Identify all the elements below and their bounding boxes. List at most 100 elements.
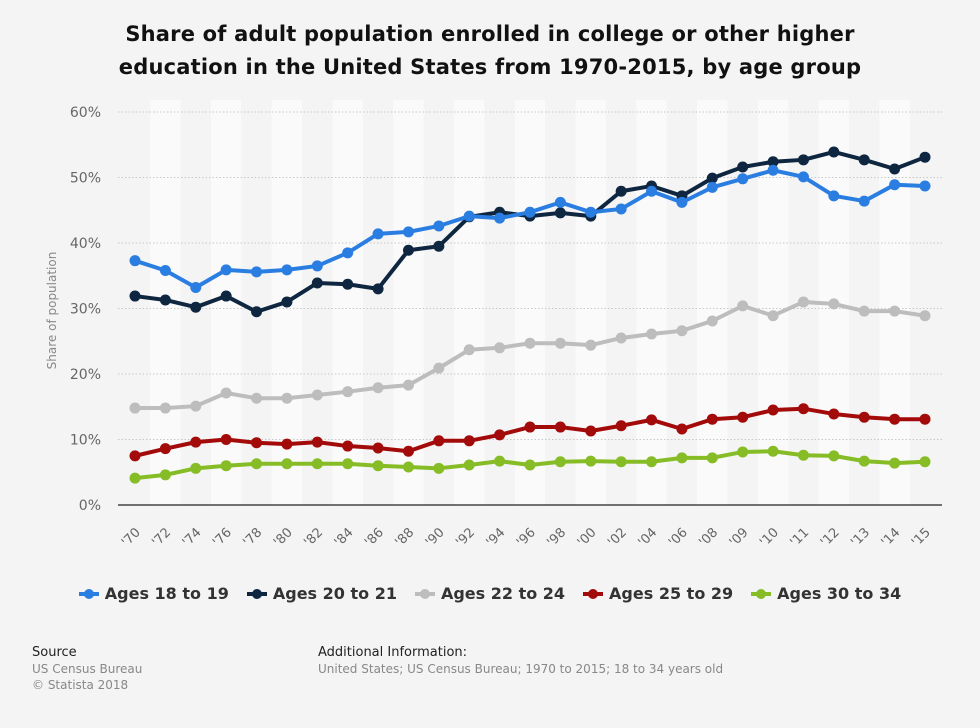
data-point[interactable] [797, 171, 809, 183]
data-point[interactable] [281, 392, 293, 404]
data-point[interactable] [706, 413, 718, 425]
data-point[interactable] [737, 446, 749, 458]
data-point[interactable] [342, 458, 354, 470]
data-point[interactable] [767, 310, 779, 322]
source-line[interactable]: US Census Bureau [32, 662, 143, 676]
legend-item[interactable]: Ages 30 to 34 [751, 584, 901, 603]
data-point[interactable] [615, 456, 627, 468]
data-point[interactable] [706, 181, 718, 193]
data-point[interactable] [281, 438, 293, 450]
data-point[interactable] [706, 315, 718, 327]
data-point[interactable] [615, 420, 627, 432]
data-point[interactable] [828, 408, 840, 420]
data-point[interactable] [554, 196, 566, 208]
data-point[interactable] [706, 172, 718, 184]
data-point[interactable] [129, 402, 141, 414]
data-point[interactable] [342, 386, 354, 398]
data-point[interactable] [646, 456, 658, 468]
data-point[interactable] [524, 421, 536, 433]
data-point[interactable] [615, 203, 627, 215]
data-point[interactable] [190, 400, 202, 412]
data-point[interactable] [554, 421, 566, 433]
data-point[interactable] [524, 206, 536, 218]
data-point[interactable] [402, 226, 414, 238]
data-point[interactable] [251, 437, 263, 449]
data-point[interactable] [889, 413, 901, 425]
data-point[interactable] [585, 455, 597, 467]
data-point[interactable] [676, 452, 688, 464]
data-point[interactable] [494, 212, 506, 224]
data-point[interactable] [828, 450, 840, 462]
data-point[interactable] [433, 362, 445, 374]
data-point[interactable] [342, 278, 354, 290]
data-point[interactable] [494, 455, 506, 467]
data-point[interactable] [251, 458, 263, 470]
data-point[interactable] [706, 452, 718, 464]
data-point[interactable] [797, 296, 809, 308]
data-point[interactable] [585, 425, 597, 437]
data-point[interactable] [767, 445, 779, 457]
data-point[interactable] [646, 185, 658, 197]
data-point[interactable] [858, 154, 870, 166]
data-point[interactable] [646, 414, 658, 426]
data-point[interactable] [129, 472, 141, 484]
data-point[interactable] [494, 342, 506, 354]
data-point[interactable] [828, 146, 840, 158]
data-point[interactable] [402, 461, 414, 473]
data-point[interactable] [737, 411, 749, 423]
data-point[interactable] [220, 264, 232, 276]
data-point[interactable] [129, 290, 141, 302]
data-point[interactable] [646, 328, 658, 340]
data-point[interactable] [889, 163, 901, 175]
data-point[interactable] [251, 306, 263, 318]
data-point[interactable] [433, 462, 445, 474]
data-point[interactable] [463, 210, 475, 222]
data-point[interactable] [220, 460, 232, 472]
data-point[interactable] [919, 180, 931, 192]
data-point[interactable] [463, 344, 475, 356]
data-point[interactable] [402, 379, 414, 391]
data-point[interactable] [858, 305, 870, 317]
data-point[interactable] [737, 300, 749, 312]
data-point[interactable] [281, 264, 293, 276]
data-point[interactable] [797, 154, 809, 166]
data-point[interactable] [463, 459, 475, 471]
data-point[interactable] [342, 247, 354, 259]
data-point[interactable] [919, 151, 931, 163]
data-point[interactable] [402, 244, 414, 256]
data-point[interactable] [767, 404, 779, 416]
data-point[interactable] [159, 469, 171, 481]
data-point[interactable] [372, 228, 384, 240]
data-point[interactable] [311, 436, 323, 448]
data-point[interactable] [311, 389, 323, 401]
data-point[interactable] [433, 435, 445, 447]
data-point[interactable] [129, 450, 141, 462]
data-point[interactable] [190, 436, 202, 448]
data-point[interactable] [797, 403, 809, 415]
data-point[interactable] [342, 440, 354, 452]
data-point[interactable] [311, 277, 323, 289]
legend-item[interactable]: Ages 22 to 24 [414, 584, 565, 603]
legend-item[interactable]: Ages 18 to 19 [78, 584, 229, 603]
data-point[interactable] [889, 457, 901, 469]
data-point[interactable] [311, 458, 323, 470]
data-point[interactable] [919, 456, 931, 468]
data-point[interactable] [372, 460, 384, 472]
data-point[interactable] [220, 434, 232, 445]
data-point[interactable] [311, 260, 323, 272]
data-point[interactable] [433, 240, 445, 252]
data-point[interactable] [737, 161, 749, 173]
data-point[interactable] [585, 339, 597, 351]
data-point[interactable] [828, 190, 840, 202]
data-point[interactable] [281, 296, 293, 308]
data-point[interactable] [251, 392, 263, 404]
data-point[interactable] [220, 387, 232, 399]
data-point[interactable] [615, 185, 627, 197]
data-point[interactable] [372, 382, 384, 394]
data-point[interactable] [767, 156, 779, 168]
data-point[interactable] [524, 459, 536, 471]
data-point[interactable] [797, 449, 809, 461]
data-point[interactable] [676, 196, 688, 208]
data-point[interactable] [433, 220, 445, 232]
data-point[interactable] [919, 310, 931, 322]
